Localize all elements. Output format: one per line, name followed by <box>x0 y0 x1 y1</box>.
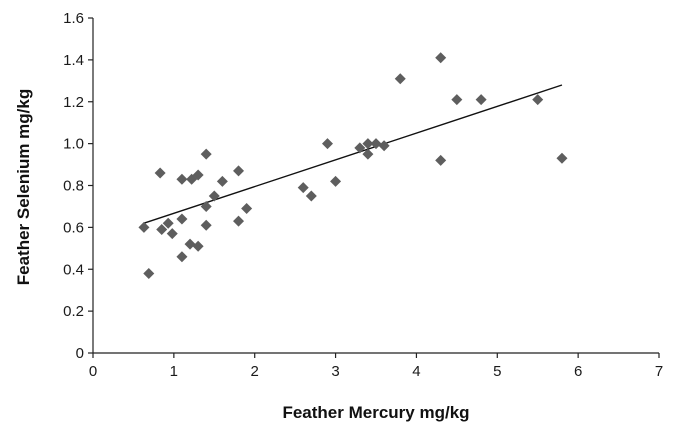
data-point <box>241 203 253 215</box>
data-point <box>176 213 188 225</box>
y-axis-title: Feather Selenium mg/kg <box>14 89 33 286</box>
y-tick-label: 0.8 <box>63 178 84 195</box>
data-point <box>556 152 568 164</box>
data-point <box>176 173 188 185</box>
y-tick-label: 0.2 <box>63 303 84 320</box>
data-point <box>233 215 245 227</box>
x-tick-label: 3 <box>331 363 339 380</box>
data-point <box>176 251 188 263</box>
data-point <box>297 182 309 194</box>
y-tick-label: 1.6 <box>63 10 84 27</box>
x-tick-label: 2 <box>251 363 259 380</box>
data-point <box>370 138 382 150</box>
data-point <box>362 148 374 160</box>
data-point <box>216 175 228 187</box>
data-point <box>192 240 204 252</box>
x-tick-label: 7 <box>655 363 663 380</box>
x-tick-label: 6 <box>574 363 582 380</box>
data-point <box>138 221 150 233</box>
data-point <box>378 140 390 152</box>
x-axis-title: Feather Mercury mg/kg <box>282 403 469 422</box>
data-point <box>451 94 463 106</box>
data-point <box>156 223 168 235</box>
data-point <box>154 167 166 179</box>
data-point <box>305 190 317 202</box>
data-point <box>233 165 245 177</box>
y-tick-label: 0 <box>76 345 84 362</box>
data-point <box>330 175 342 187</box>
y-tick-label: 0.4 <box>63 261 84 278</box>
data-point <box>162 217 174 229</box>
data-point <box>200 148 212 160</box>
data-point <box>435 52 447 64</box>
data-point <box>354 142 366 154</box>
data-point <box>394 73 406 85</box>
data-point <box>321 138 333 150</box>
data-point <box>200 219 212 231</box>
y-tick-label: 1.0 <box>63 136 84 153</box>
y-axis-ticks: 0 0.2 0.4 0.6 0.8 1.0 1.2 1.4 1.6 <box>63 10 93 362</box>
x-tick-label: 0 <box>89 363 97 380</box>
y-tick-label: 0.6 <box>63 219 84 236</box>
data-points <box>138 52 568 279</box>
x-tick-label: 1 <box>170 363 178 380</box>
x-tick-label: 5 <box>493 363 501 380</box>
data-point <box>475 94 487 106</box>
axes <box>92 18 659 354</box>
data-point <box>208 190 220 202</box>
data-point <box>200 200 212 212</box>
data-point <box>362 138 374 150</box>
y-tick-label: 1.4 <box>63 52 84 69</box>
y-tick-label: 1.2 <box>63 94 84 111</box>
data-point <box>184 238 196 250</box>
data-point <box>166 228 178 240</box>
x-axis-ticks: 0 1 2 3 4 5 6 7 <box>89 353 663 380</box>
data-point <box>435 154 447 166</box>
data-point <box>143 267 155 279</box>
data-point <box>192 169 204 181</box>
x-tick-label: 4 <box>412 363 420 380</box>
data-point <box>532 94 544 106</box>
